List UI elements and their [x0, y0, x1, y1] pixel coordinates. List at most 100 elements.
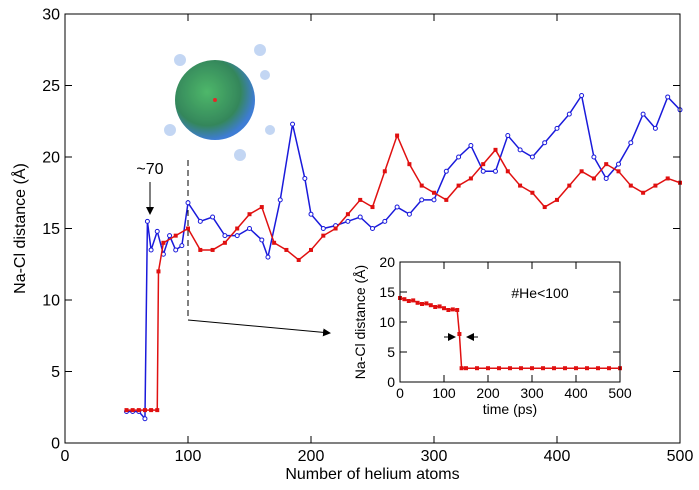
data-point	[419, 197, 425, 203]
data-point	[579, 169, 584, 174]
data-point	[653, 183, 658, 188]
x-tick-label: 200	[298, 448, 325, 465]
data-point	[197, 218, 203, 224]
data-point	[309, 247, 313, 252]
data-point	[124, 408, 129, 413]
data-point	[505, 169, 510, 174]
cluster-illustration	[164, 44, 275, 161]
data-point	[459, 366, 464, 371]
y-tick-label: 20	[42, 150, 60, 167]
data-point	[446, 308, 451, 312]
data-point	[574, 366, 578, 371]
data-point	[652, 125, 658, 131]
data-point	[234, 233, 240, 239]
data-point	[222, 240, 227, 245]
data-point	[641, 190, 646, 195]
data-point	[142, 408, 147, 413]
x-tick-label: 400	[544, 448, 571, 465]
data-point	[628, 183, 633, 188]
annotation: ~70	[136, 161, 163, 178]
data-point	[497, 366, 501, 371]
data-point	[321, 233, 326, 238]
data-point	[519, 366, 523, 371]
data-point	[628, 140, 634, 146]
y-tick-label: 5	[51, 364, 60, 381]
data-point	[530, 190, 535, 195]
data-point	[130, 408, 135, 413]
data-point	[607, 366, 611, 371]
annotation: #He<100	[511, 285, 568, 301]
x-tick-label: 400	[564, 385, 588, 401]
y-tick-label: 20	[379, 254, 395, 270]
data-point	[198, 247, 203, 252]
data-point	[333, 226, 338, 231]
data-point	[185, 200, 191, 206]
data-point	[433, 305, 438, 309]
data-point	[456, 183, 461, 188]
data-point	[493, 147, 498, 152]
data-point	[616, 161, 621, 167]
data-point	[308, 211, 314, 217]
data-point	[411, 298, 416, 303]
data-point	[320, 226, 326, 231]
data-point	[552, 366, 556, 371]
data-point	[554, 125, 560, 131]
data-point	[603, 175, 609, 181]
data-point	[259, 205, 264, 210]
data-point	[357, 214, 363, 220]
y-tick-label: 15	[379, 284, 395, 300]
data-point	[591, 176, 596, 181]
data-point	[616, 169, 621, 174]
data-point	[420, 302, 424, 306]
data-point	[585, 366, 589, 371]
data-point	[443, 168, 449, 174]
data-point	[431, 197, 437, 203]
data-point	[406, 211, 412, 217]
data-point	[210, 247, 215, 252]
x-tick-label: 300	[520, 385, 544, 401]
x-tick-label: 0	[396, 385, 404, 401]
data-point	[302, 175, 308, 181]
data-point	[259, 237, 265, 243]
data-point	[456, 154, 462, 160]
data-point	[265, 254, 271, 260]
data-point	[167, 233, 173, 239]
y-tick-label: 25	[42, 78, 60, 95]
data-point	[419, 183, 424, 188]
data-point	[481, 162, 486, 167]
data-point	[529, 154, 535, 160]
y-tick-label: 30	[42, 7, 60, 24]
series-line	[126, 133, 681, 411]
data-point	[665, 176, 670, 181]
y-tick-label: 5	[387, 344, 395, 360]
data-point	[345, 212, 350, 217]
data-point	[142, 416, 148, 422]
data-point	[394, 204, 400, 210]
y-tick-label: 0	[51, 436, 60, 453]
x-tick-label: 200	[476, 385, 500, 401]
data-point	[450, 307, 455, 312]
data-point	[455, 308, 460, 312]
data-point	[518, 183, 523, 188]
inset-background	[400, 262, 620, 382]
data-point	[173, 233, 178, 238]
data-point	[591, 154, 597, 160]
data-point	[464, 366, 468, 371]
x-axis-label: time (ps)	[483, 401, 537, 417]
data-point	[161, 240, 166, 245]
x-tick-label: 100	[432, 385, 456, 401]
y-tick-label: 10	[42, 293, 60, 310]
data-point	[156, 269, 161, 274]
data-point	[296, 257, 301, 262]
data-point	[555, 197, 559, 202]
y-tick-label: 10	[379, 314, 395, 330]
data-point	[596, 366, 600, 371]
data-point	[530, 366, 534, 371]
x-tick-label: 300	[421, 448, 448, 465]
data-point	[154, 228, 160, 234]
y-axis-label: Na-Cl distance (Å)	[10, 163, 29, 294]
plot-frame	[399, 261, 621, 383]
data-point	[432, 190, 436, 195]
data-point	[358, 197, 363, 202]
